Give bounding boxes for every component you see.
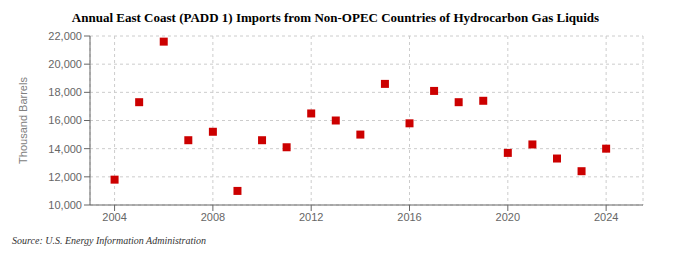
svg-text:2004: 2004 [102,211,126,223]
svg-text:14,000: 14,000 [48,143,82,155]
svg-text:12,000: 12,000 [48,171,82,183]
svg-text:20,000: 20,000 [48,58,82,70]
html-text:Annual East Coast (PADD 1) Imp: Annual East Coast (PADD 1) Imports from … [71,10,600,25]
svg-text:2024: 2024 [594,211,618,223]
svg-text:2016: 2016 [397,211,421,223]
svg-text:18,000: 18,000 [48,86,82,98]
svg-text:2008: 2008 [201,211,225,223]
svg-text:2020: 2020 [496,211,520,223]
svg-text:Thousand Barrels: Thousand Barrels [17,77,29,164]
svg-text:10,000: 10,000 [48,199,82,211]
html-text:Source: U.S. Energy Informatio: Source: U.S. Energy Information Administ… [12,235,207,246]
svg-text:22,000: 22,000 [48,30,82,42]
svg-text:2012: 2012 [299,211,323,223]
svg-text:16,000: 16,000 [48,114,82,126]
